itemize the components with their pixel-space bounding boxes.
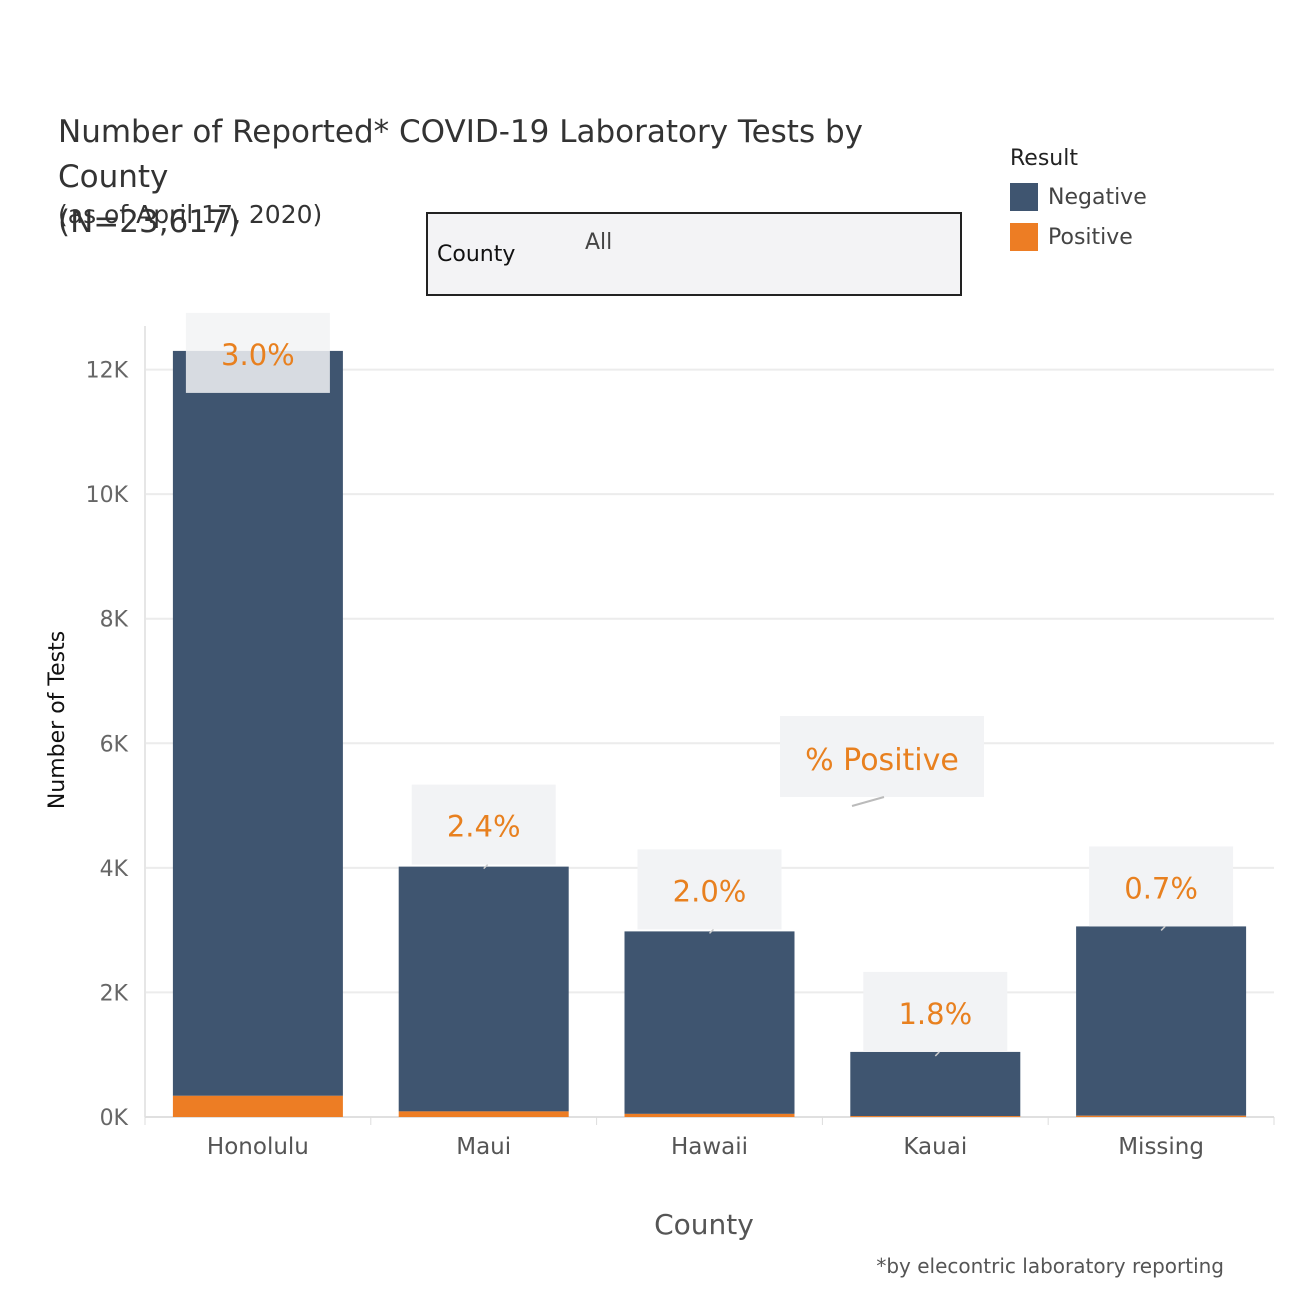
annotation-pointer [851,796,885,807]
chart-title-line1: Number of Reported* COVID-19 Laboratory … [58,114,863,195]
percent-positive-callout [411,784,556,865]
percent-positive-label: 3.0% [221,338,295,372]
y-tick-label: 12K [86,359,129,384]
legend-item-negative[interactable]: Negative [1010,177,1147,217]
x-tick-label: Honolulu [207,1134,309,1160]
bar-positive[interactable] [172,1095,343,1117]
x-tick-label: Maui [456,1134,511,1160]
bar-negative[interactable] [172,350,343,1096]
x-tick-label: Hawaii [671,1134,748,1160]
legend-item-positive[interactable]: Positive [1010,217,1147,257]
x-tick-label: Kauai [903,1134,967,1160]
bar-negative[interactable] [1076,926,1247,1116]
county-filter[interactable]: County All [426,212,962,296]
y-tick-label: 4K [100,857,129,882]
annotation-box [780,716,984,797]
x-tick-label: Missing [1118,1134,1204,1160]
percent-positive-callout [863,971,1008,1052]
chart-title: Number of Reported* COVID-19 Laboratory … [58,110,978,245]
bar-negative[interactable] [398,866,569,1112]
callout-pointer [934,1051,940,1057]
y-tick-label: 10K [86,483,129,508]
chart-subtitle: (as of April 17, 2020) [58,200,323,229]
legend-title: Result [1010,146,1078,171]
callout-pointer [1160,925,1166,931]
percent-positive-callout [637,849,782,930]
county-filter-label: County [437,242,516,267]
legend-swatch-positive [1010,223,1038,251]
percent-positive-label: 2.0% [673,874,747,908]
chart-title-line2: (N=23,617) [58,204,240,240]
y-axis-title: Number of Tests [45,631,70,809]
legend-swatch-negative [1010,183,1038,211]
y-tick-label: 0K [100,1106,129,1131]
percent-positive-label: 2.4% [447,810,521,844]
y-tick-label: 6K [100,732,129,757]
bar-positive[interactable] [624,1113,795,1117]
y-tick-label: 2K [100,981,129,1006]
legend-label-negative: Negative [1048,184,1147,210]
callout-pointer [483,864,489,870]
legend-label-positive: Positive [1048,224,1133,250]
bar-positive[interactable] [1076,1115,1247,1117]
bar-negative[interactable] [624,931,795,1114]
annotation-text: % Positive [805,743,959,778]
x-axis-title: County [654,1208,754,1241]
footnote: *by elecontric laboratory reporting [876,1254,1224,1278]
callout-pointer [708,928,715,934]
bar-positive[interactable] [398,1111,569,1117]
percent-positive-callout [1089,846,1234,927]
percent-positive-label: 0.7% [1124,871,1198,905]
county-filter-value[interactable]: All [585,230,613,255]
percent-positive-callout [185,312,330,393]
y-tick-label: 8K [100,608,129,633]
percent-positive-label: 1.8% [898,997,972,1031]
legend: Result Negative Positive [1010,146,1147,257]
bar-positive[interactable] [850,1116,1021,1117]
bar-negative[interactable] [850,1051,1021,1117]
